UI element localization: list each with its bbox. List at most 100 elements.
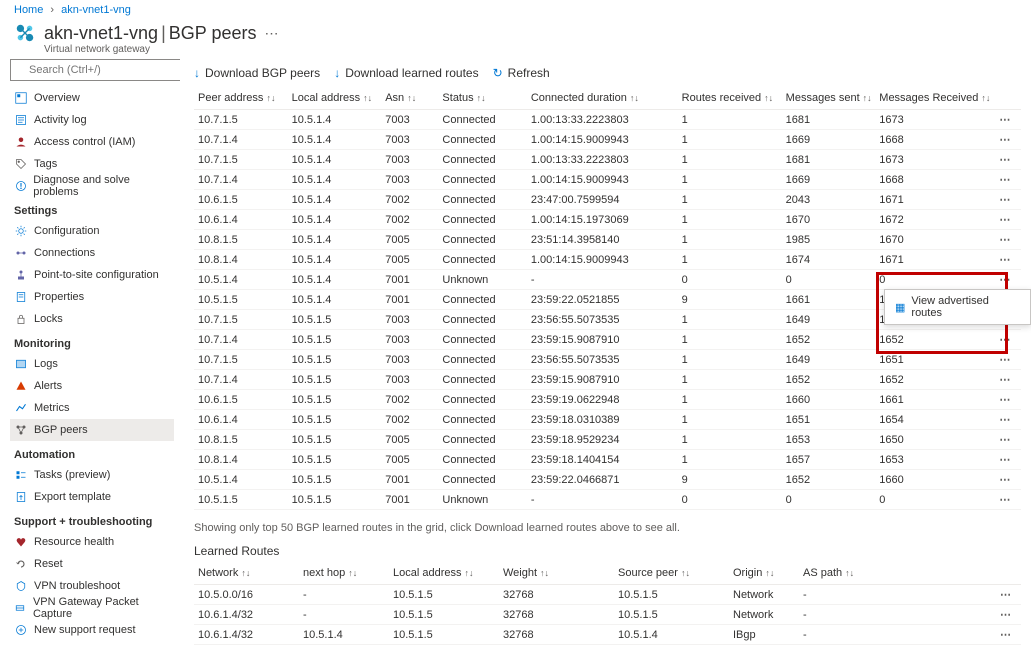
sidebar-item-p2s[interactable]: Point-to-site configuration (10, 264, 174, 286)
sidebar-item-locks[interactable]: Locks (10, 308, 174, 330)
row-more-icon[interactable]: ⋯ (990, 130, 1021, 150)
row-more-icon[interactable]: ⋯ (990, 390, 1021, 410)
table-row[interactable]: 10.8.1.510.5.1.47005Connected23:51:14.39… (194, 230, 1021, 250)
sidebar-item-vpnts[interactable]: VPN troubleshoot (10, 575, 174, 597)
sidebar-item-conn[interactable]: Connections (10, 242, 174, 264)
sidebar-item-props[interactable]: Properties (10, 286, 174, 308)
sidebar-item-export[interactable]: Export template (10, 486, 174, 508)
row-more-icon[interactable]: ⋯ (990, 470, 1021, 490)
table-row[interactable]: 10.6.1.510.5.1.57002Connected23:59:19.06… (194, 390, 1021, 410)
table-row[interactable]: 10.7.1.510.5.1.47003Connected1.00:13:33.… (194, 110, 1021, 130)
column-header[interactable]: Connected duration↑↓ (527, 87, 678, 110)
row-more-icon[interactable]: ⋯ (990, 150, 1021, 170)
table-row[interactable]: 10.7.1.510.5.1.57003Connected23:56:55.50… (194, 350, 1021, 370)
breadcrumb-home[interactable]: Home (14, 4, 43, 16)
table-row[interactable]: 10.7.1.410.5.1.57003Connected23:59:15.90… (194, 330, 1021, 350)
column-header[interactable]: Messages sent↑↓ (782, 87, 876, 110)
column-header[interactable]: Messages Received↑↓ (875, 87, 989, 110)
header-more-icon[interactable]: ⋯ (264, 25, 278, 42)
row-more-icon[interactable]: ⋯ (990, 170, 1021, 190)
column-header[interactable]: Local address↑↓ (288, 87, 382, 110)
column-header[interactable]: Peer address↑↓ (194, 87, 288, 110)
sort-icon: ↑↓ (348, 568, 357, 578)
column-header[interactable]: Weight↑↓ (499, 562, 614, 585)
column-header[interactable]: Origin↑↓ (729, 562, 799, 585)
table-row[interactable]: 10.7.1.410.5.1.47003Connected1.00:14:15.… (194, 170, 1021, 190)
table-row[interactable]: 10.6.1.4/32-10.5.1.53276810.5.1.5Network… (194, 605, 1021, 625)
row-context-menu[interactable]: ▦ View advertised routes (884, 289, 1031, 325)
sidebar-item-config[interactable]: Configuration (10, 220, 174, 242)
sidebar-item-tasks[interactable]: Tasks (preview) (10, 464, 174, 486)
row-more-icon[interactable]: ⋯ (990, 450, 1021, 470)
column-header[interactable]: Local address↑↓ (389, 562, 499, 585)
table-cell: 10.6.1.5 (194, 190, 288, 210)
search-input[interactable] (10, 59, 180, 81)
sidebar-item-iam[interactable]: Access control (IAM) (10, 131, 174, 153)
table-row[interactable]: 10.8.1.410.5.1.47005Connected1.00:14:15.… (194, 250, 1021, 270)
table-row[interactable]: 10.6.1.410.5.1.47002Connected1.00:14:15.… (194, 210, 1021, 230)
table-row[interactable]: 10.5.1.410.5.1.47001Unknown-000⋯ (194, 270, 1021, 290)
table-row[interactable]: 10.8.1.510.5.1.57005Connected23:59:18.95… (194, 430, 1021, 450)
table-cell: 1649 (782, 350, 876, 370)
row-more-icon[interactable]: ⋯ (990, 410, 1021, 430)
column-header[interactable]: next hop↑↓ (299, 562, 389, 585)
table-row[interactable]: 10.7.1.410.5.1.47003Connected1.00:14:15.… (194, 130, 1021, 150)
table-cell: 1 (678, 430, 782, 450)
breadcrumb[interactable]: Home › akn-vnet1-vng (0, 0, 1031, 20)
table-cell: 7001 (381, 470, 438, 490)
sidebar-item-logs[interactable]: Logs (10, 353, 174, 375)
download-bgp-peers-button[interactable]: ↓Download BGP peers (194, 66, 320, 80)
sidebar-item-packet[interactable]: VPN Gateway Packet Capture (10, 597, 174, 619)
table-row[interactable]: 10.8.1.410.5.1.57005Connected23:59:18.14… (194, 450, 1021, 470)
column-header[interactable]: Network↑↓ (194, 562, 299, 585)
row-more-icon[interactable]: ⋯ (991, 585, 1021, 605)
sidebar-item-diagnose[interactable]: Diagnose and solve problems (10, 175, 174, 197)
sort-icon: ↑↓ (540, 568, 549, 578)
sidebar-item-tags[interactable]: Tags (10, 153, 174, 175)
table-row[interactable]: 10.6.1.4/3210.5.1.410.5.1.53276810.5.1.4… (194, 625, 1021, 645)
table-row[interactable]: 10.6.1.5/32-10.5.1.53276810.5.1.5Network… (194, 645, 1021, 651)
column-header[interactable]: AS path↑↓ (799, 562, 991, 585)
breadcrumb-current[interactable]: akn-vnet1-vng (61, 4, 131, 16)
column-header[interactable]: Asn↑↓ (381, 87, 438, 110)
vnet-gateway-icon (14, 22, 36, 44)
sidebar-item-health[interactable]: Resource health (10, 531, 174, 553)
row-more-icon[interactable]: ⋯ (990, 210, 1021, 230)
sidebar-item-reset[interactable]: Reset (10, 553, 174, 575)
row-more-icon[interactable]: ⋯ (990, 370, 1021, 390)
row-more-icon[interactable]: ⋯ (991, 625, 1021, 645)
sidebar-item-overview[interactable]: Overview (10, 87, 174, 109)
column-header[interactable]: Routes received↑↓ (678, 87, 782, 110)
table-row[interactable]: 10.5.1.510.5.1.57001Unknown-000⋯ (194, 490, 1021, 510)
row-more-icon[interactable]: ⋯ (990, 490, 1021, 510)
column-header[interactable]: Source peer↑↓ (614, 562, 729, 585)
row-more-icon[interactable]: ⋯ (991, 605, 1021, 625)
download-learned-routes-button[interactable]: ↓Download learned routes (334, 66, 478, 80)
table-cell: 10.5.1.5 (389, 585, 499, 605)
refresh-button[interactable]: ↻Refresh (493, 66, 550, 80)
row-more-icon[interactable]: ⋯ (990, 230, 1021, 250)
row-more-icon[interactable]: ⋯ (990, 430, 1021, 450)
row-more-icon[interactable]: ⋯ (991, 645, 1021, 651)
row-more-icon[interactable]: ⋯ (990, 110, 1021, 130)
table-row[interactable]: 10.6.1.510.5.1.47002Connected23:47:00.75… (194, 190, 1021, 210)
row-more-icon[interactable]: ⋯ (990, 330, 1021, 350)
table-row[interactable]: 10.7.1.410.5.1.57003Connected23:59:15.90… (194, 370, 1021, 390)
row-more-icon[interactable]: ⋯ (990, 350, 1021, 370)
table-row[interactable]: 10.6.1.410.5.1.57002Connected23:59:18.03… (194, 410, 1021, 430)
table-cell: 23:56:55.5073535 (527, 310, 678, 330)
column-header[interactable]: Status↑↓ (438, 87, 526, 110)
table-row[interactable]: 10.5.1.410.5.1.57001Connected23:59:22.04… (194, 470, 1021, 490)
sidebar-item-bgp[interactable]: BGP peers (10, 419, 174, 441)
sidebar-item-alerts[interactable]: Alerts (10, 375, 174, 397)
sort-icon: ↑↓ (981, 93, 990, 103)
table-row[interactable]: 10.7.1.510.5.1.47003Connected1.00:13:33.… (194, 150, 1021, 170)
row-more-icon[interactable]: ⋯ (990, 270, 1021, 290)
row-more-icon[interactable]: ⋯ (990, 250, 1021, 270)
sidebar-item-activity[interactable]: Activity log (10, 109, 174, 131)
row-more-icon[interactable]: ⋯ (990, 190, 1021, 210)
table-row[interactable]: 10.5.0.0/16-10.5.1.53276810.5.1.5Network… (194, 585, 1021, 605)
table-cell: 1650 (875, 430, 989, 450)
sidebar-item-newreq[interactable]: New support request (10, 619, 174, 641)
sidebar-item-metrics[interactable]: Metrics (10, 397, 174, 419)
